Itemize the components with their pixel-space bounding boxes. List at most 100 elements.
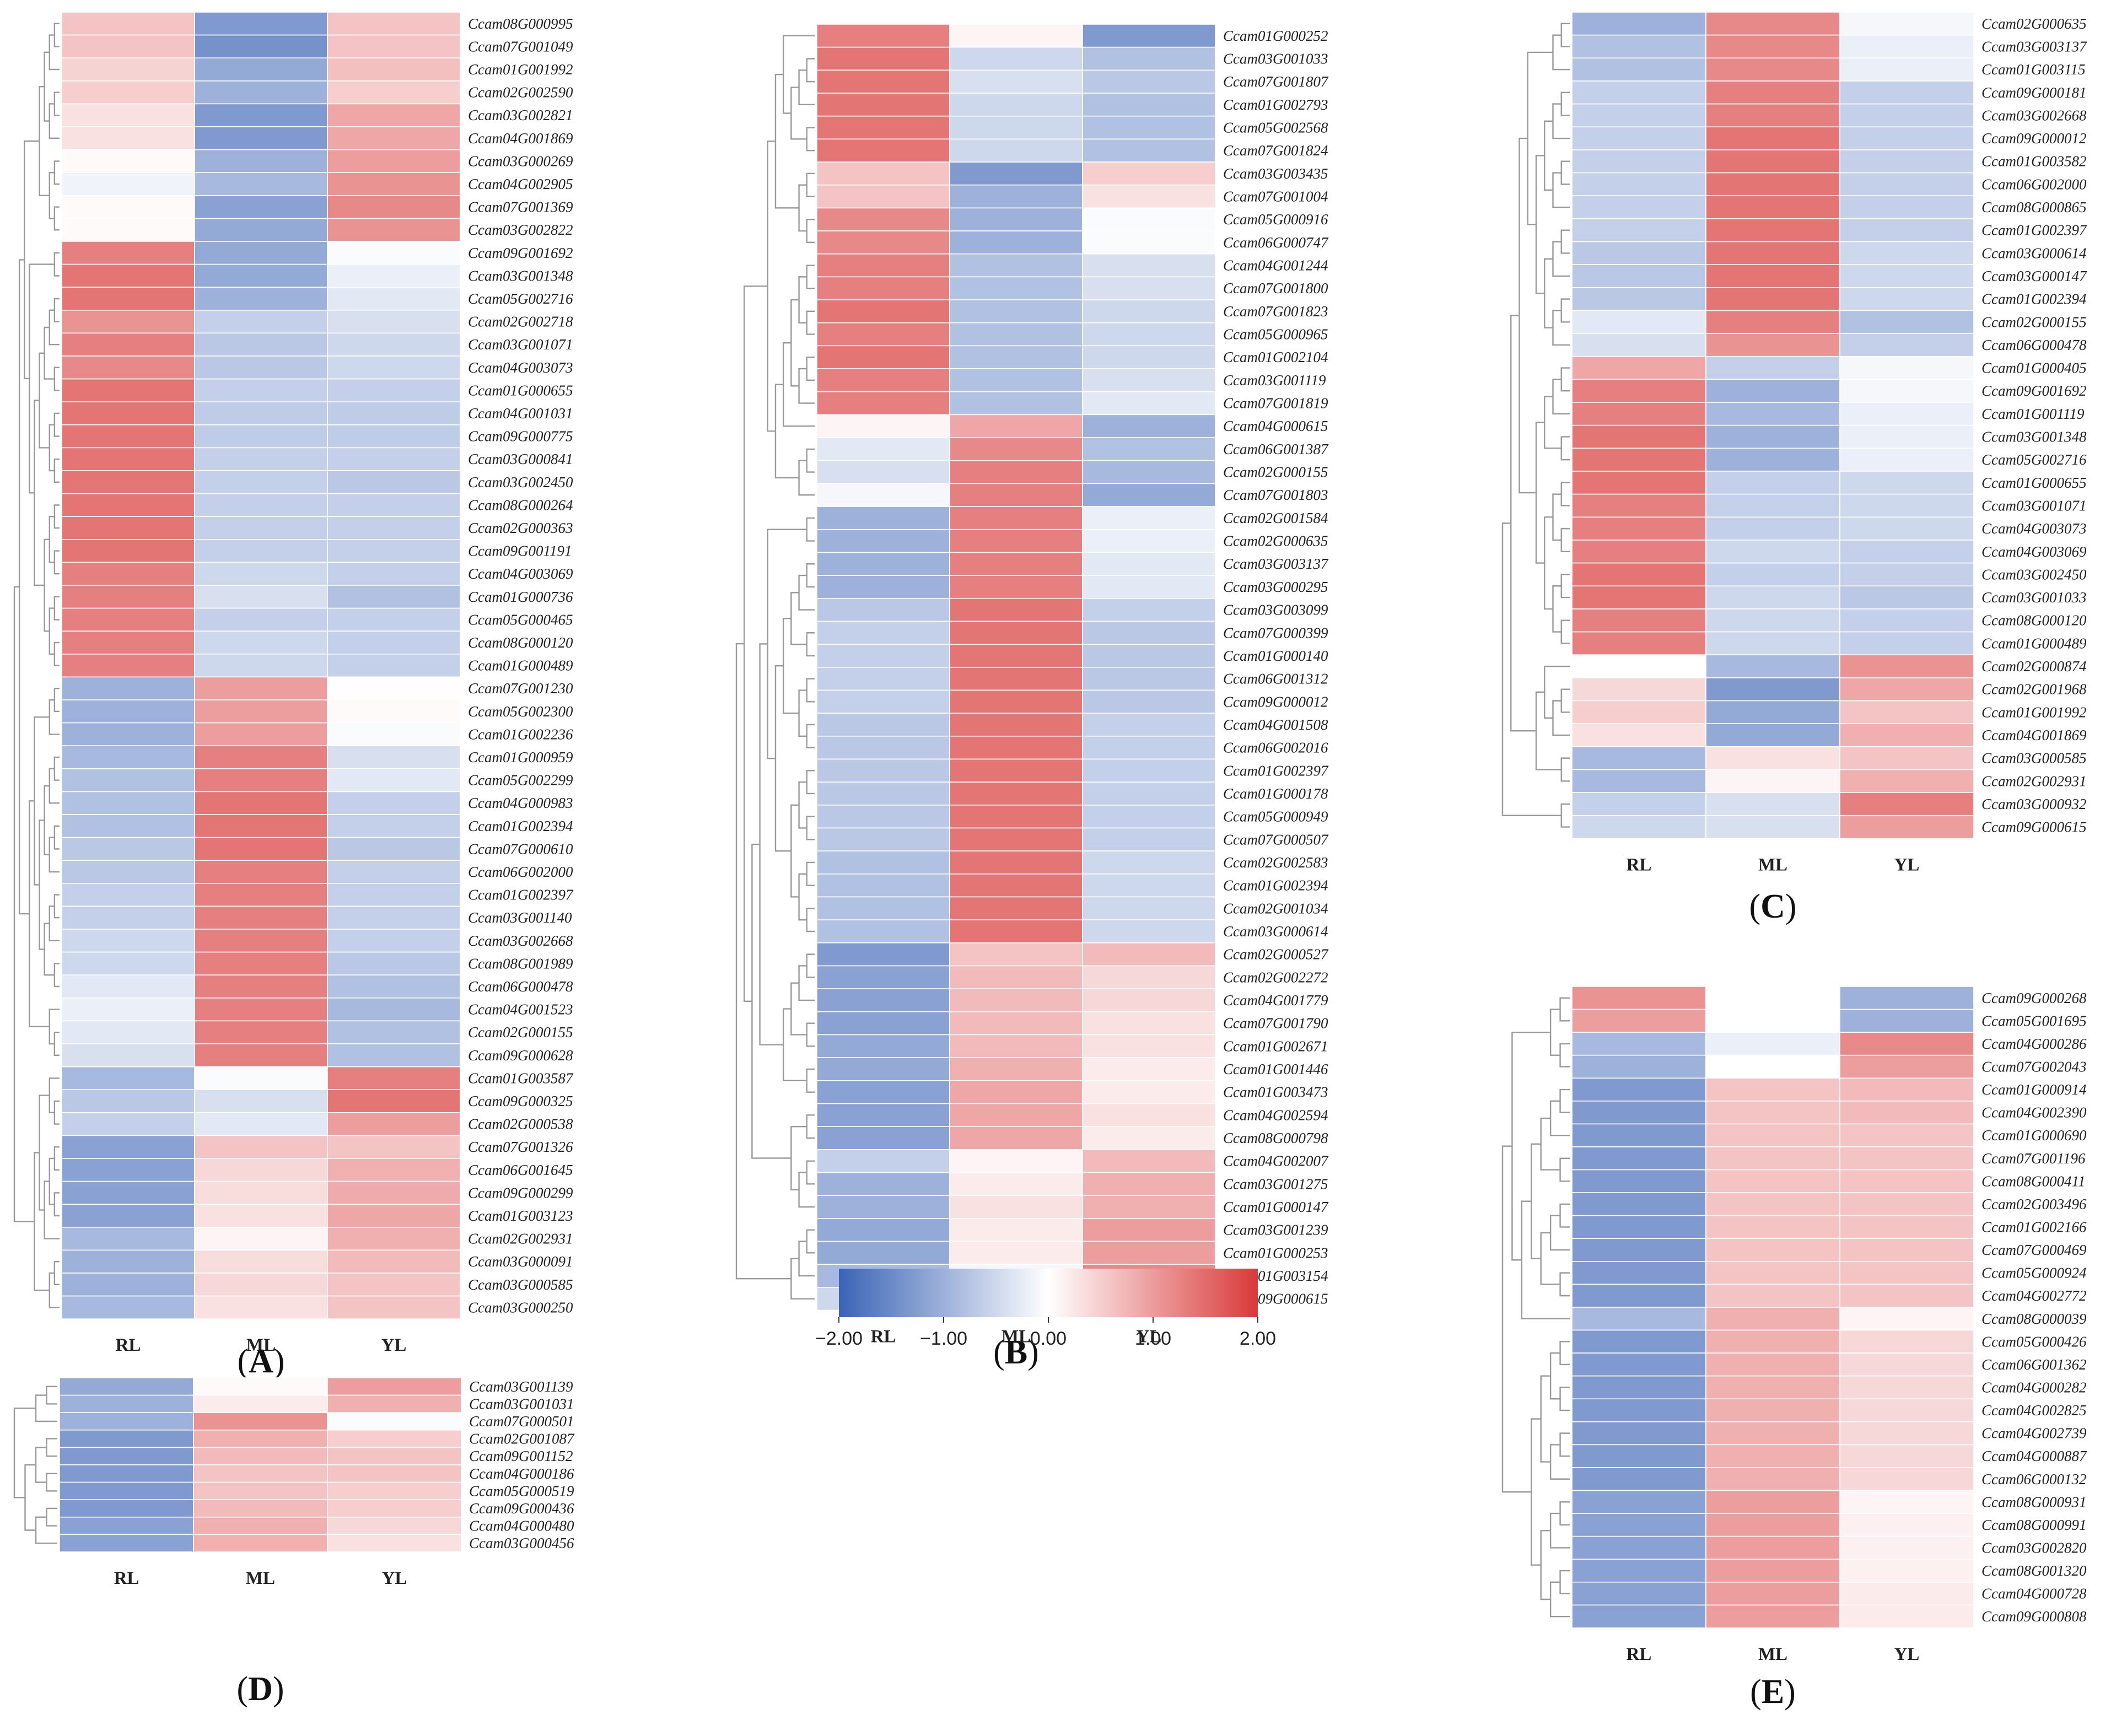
heatmap-cell [1705, 1604, 1840, 1629]
column-label: ML [246, 1568, 275, 1588]
gene-label: Ccam03G000250 [468, 1299, 573, 1316]
heatmap-cell [327, 57, 461, 82]
heatmap-cell [194, 1295, 328, 1320]
heatmap-cell [1705, 287, 1840, 311]
gene-label: Ccam06G002000 [468, 864, 573, 880]
dendrogram-branch [806, 517, 815, 542]
dendrogram-branch [1559, 1341, 1570, 1366]
gene-label: Ccam08G000120 [468, 634, 573, 651]
gene-label: Ccam09G000615 [1981, 819, 2087, 835]
gene-label: Ccam06G000478 [1981, 337, 2087, 353]
gene-label: Ccam09G000808 [1981, 1608, 2087, 1625]
dendrogram-branch [1559, 1432, 1570, 1457]
gene-label: Ccam07G001196 [1981, 1150, 2086, 1167]
heatmap-cell [1082, 597, 1216, 622]
heatmap-cell [327, 493, 461, 517]
heatmap-cell [1839, 1398, 1974, 1422]
heatmap-cell [1082, 850, 1216, 875]
heatmap-cell [194, 745, 328, 769]
gene-label: Ccam02G003496 [1981, 1196, 2087, 1212]
heatmap-cell [816, 253, 950, 278]
dendrogram-branch [44, 1180, 60, 1239]
heatmap-cell [816, 1241, 950, 1265]
heatmap-cell [1082, 873, 1216, 898]
heatmap-cell [194, 493, 328, 517]
gene-label: Ccam05G000519 [469, 1482, 574, 1499]
gene-label: Ccam07G001790 [1223, 1015, 1328, 1032]
dendrogram-branch [1510, 315, 1536, 732]
gene-label: Ccam04G002905 [468, 176, 573, 192]
dendrogram-branch [790, 804, 799, 898]
dendrogram-branch [798, 184, 807, 232]
heatmap-cell [1839, 1123, 1974, 1147]
panel-d: Ccam03G001139Ccam03G001031Ccam07G000501C… [13, 1377, 575, 1708]
gene-label: Ccam08G000411 [1981, 1173, 2086, 1189]
heatmap-cell [1839, 1054, 1974, 1079]
heatmap-cell [949, 644, 1083, 668]
gene-label: Ccam06G002016 [1223, 740, 1328, 756]
gene-label: Ccam04G003073 [468, 359, 573, 376]
heatmap-cell [1571, 126, 1706, 150]
heatmap-cell [61, 1066, 195, 1090]
heatmap-cell [327, 1204, 461, 1228]
panel-label: (B) [993, 1334, 1039, 1371]
dendrogram-branch [13, 586, 35, 1222]
heatmap-cell [61, 1180, 195, 1205]
heatmap-cell [1705, 471, 1840, 495]
gene-label: Ccam04G002739 [1981, 1425, 2087, 1442]
dendrogram-branch [798, 689, 807, 737]
heatmap-cell [61, 103, 195, 127]
heatmap-cell [1839, 769, 1974, 793]
gene-label: Ccam08G000931 [1981, 1494, 2087, 1510]
heatmap-cell [1705, 126, 1840, 150]
heatmap-cell [1082, 713, 1216, 737]
heatmap-cell [61, 837, 195, 861]
heatmap-cell [61, 974, 195, 999]
heatmap-cell [1571, 218, 1706, 242]
dendrogram-branch [35, 1447, 47, 1483]
gene-label: Ccam04G003069 [1981, 543, 2087, 560]
heatmap-cell [61, 1089, 195, 1113]
dendrogram-branch [1544, 665, 1570, 719]
heatmap-cell [61, 699, 195, 724]
gene-label: Ccam02G000874 [1981, 658, 2087, 675]
dendrogram-branch [53, 825, 60, 850]
dendrogram-branch [1535, 155, 1545, 294]
heatmap-cell [194, 34, 328, 58]
heatmap-cell [327, 745, 461, 769]
heatmap-cell [1839, 1261, 1974, 1285]
heatmap-cell [1705, 310, 1840, 334]
heatmap-cell [327, 676, 461, 700]
gene-label: Ccam04G001031 [468, 405, 573, 422]
heatmap-cell [1705, 986, 1840, 1010]
gene-label: Ccam01G000252 [1223, 28, 1328, 44]
column-label: YL [382, 1568, 407, 1588]
heatmap-cell [1705, 631, 1840, 656]
heatmap-cell [194, 1158, 328, 1182]
gene-label: Ccam01G002166 [1981, 1219, 2087, 1235]
heatmap-cell [1082, 621, 1216, 645]
heatmap-cell [1705, 1032, 1840, 1056]
heatmap-cell [1839, 585, 1974, 610]
heatmap-cell [816, 942, 950, 967]
heatmap-cell [1839, 218, 1974, 242]
dendrogram-branch [798, 276, 807, 324]
dendrogram-branch [806, 724, 815, 748]
heatmap-cell [1839, 379, 1974, 403]
heatmap-cell [194, 12, 328, 36]
heatmap-cell [1705, 1192, 1840, 1216]
dendrogram-branch [806, 1068, 815, 1093]
heatmap-cells [816, 24, 1216, 1311]
heatmap-cell [816, 299, 950, 324]
heatmap-cell [1571, 1054, 1706, 1079]
heatmap-cell [1571, 1169, 1706, 1193]
heatmap-cell [59, 1534, 194, 1552]
gene-label: Ccam01G002394 [468, 818, 573, 834]
heatmap-cell [949, 919, 1083, 944]
heatmap-cell [949, 781, 1083, 806]
heatmap-cell [194, 1135, 328, 1159]
gene-label: Ccam01G000405 [1981, 360, 2087, 376]
heatmap-cell [327, 791, 461, 815]
heatmap-cell [1571, 1398, 1706, 1422]
heatmap-cell [1082, 896, 1216, 920]
